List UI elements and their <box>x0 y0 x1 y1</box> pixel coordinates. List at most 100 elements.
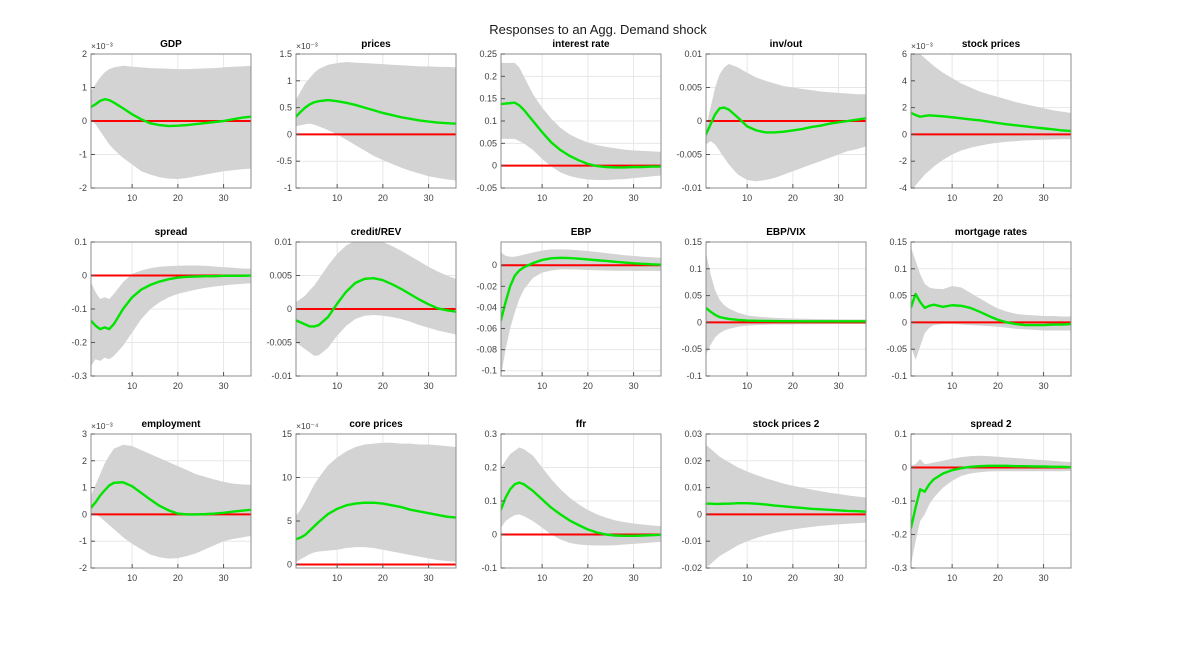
tick-marks <box>91 241 225 377</box>
subplot-title: credit/REV <box>351 227 402 238</box>
subplot-spread-2: 10 20 30 -0.3 -0.2 -0.1 0 0.1 spread 2 <box>891 419 1072 583</box>
subplot-ebp: 10 20 30 -0.1 -0.08 -0.06 -0.04 -0.02 0 EBP <box>476 227 662 391</box>
response-line <box>296 276 456 328</box>
confidence-band <box>911 247 1071 360</box>
svg-text:0: 0 <box>287 129 292 139</box>
tick-marks <box>911 53 1045 189</box>
subplot-stock-prices-2: 10 20 30 -0.02 -0.01 0 0.01 0.02 0.03 stock price… <box>681 419 867 583</box>
tick-marks <box>501 53 635 189</box>
axis-exponent-label: ×10⁻³ <box>91 41 113 51</box>
subplot-gdp: 10 20 30 -2 -1 0 1 2 GDP ×10⁻³ <box>79 39 252 203</box>
svg-text:0: 0 <box>82 116 87 126</box>
svg-text:30: 30 <box>424 381 434 391</box>
svg-text:30: 30 <box>219 381 229 391</box>
response-line <box>91 481 251 516</box>
svg-text:0.1: 0.1 <box>74 237 87 247</box>
svg-text:20: 20 <box>173 573 183 583</box>
tick-labels: 10 20 30 -0.3 -0.2 -0.1 0 0.1 <box>891 429 1048 583</box>
svg-text:-0.06: -0.06 <box>476 324 497 334</box>
subplot-core-prices: 10 20 30 0 5 10 15 core prices ×10⁻⁴ <box>282 419 457 583</box>
svg-text:0.1: 0.1 <box>484 496 497 506</box>
svg-text:0.05: 0.05 <box>889 291 907 301</box>
svg-text:0.1: 0.1 <box>894 264 907 274</box>
svg-text:2: 2 <box>902 103 907 113</box>
confidence-band <box>706 64 866 182</box>
subplot-title: employment <box>142 419 202 430</box>
svg-text:30: 30 <box>834 193 844 203</box>
tick-marks <box>296 53 430 189</box>
tick-labels: 10 20 30 -0.3 -0.2 -0.1 0 0.1 <box>71 237 228 391</box>
svg-text:20: 20 <box>993 381 1003 391</box>
svg-text:30: 30 <box>834 381 844 391</box>
svg-text:20: 20 <box>583 381 593 391</box>
svg-text:0.2: 0.2 <box>484 71 497 81</box>
tick-labels: 10 20 30 -0.1 -0.08 -0.06 -0.04 -0.02 0 <box>476 260 638 391</box>
svg-text:0.01: 0.01 <box>684 49 702 59</box>
svg-text:0.03: 0.03 <box>684 429 702 439</box>
svg-text:0: 0 <box>902 317 907 327</box>
svg-text:20: 20 <box>378 573 388 583</box>
plot-background <box>706 242 866 376</box>
svg-text:30: 30 <box>834 573 844 583</box>
svg-text:-0.05: -0.05 <box>681 344 702 354</box>
svg-text:-0.02: -0.02 <box>476 281 497 291</box>
svg-text:30: 30 <box>219 573 229 583</box>
svg-text:-0.01: -0.01 <box>271 371 292 381</box>
svg-text:10: 10 <box>332 573 342 583</box>
svg-text:-0.1: -0.1 <box>686 371 702 381</box>
svg-text:0: 0 <box>697 317 702 327</box>
subplot-employment: 10 20 30 -2 -1 0 1 2 3 employment ×10⁻³ <box>79 419 252 583</box>
tick-marks <box>91 53 225 189</box>
svg-text:0: 0 <box>492 161 497 171</box>
svg-text:10: 10 <box>282 473 292 483</box>
figure-title: Responses to an Agg. Demand shock <box>489 22 707 37</box>
subplot-title: mortgage rates <box>955 227 1028 238</box>
svg-text:0.25: 0.25 <box>479 49 497 59</box>
svg-text:30: 30 <box>629 573 639 583</box>
axis-exponent-label: ×10⁻⁴ <box>296 421 319 431</box>
svg-text:10: 10 <box>947 573 957 583</box>
svg-text:-2: -2 <box>79 563 87 573</box>
axis-box <box>295 53 457 189</box>
subplot-title: prices <box>361 39 391 50</box>
tick-marks <box>296 241 430 377</box>
svg-text:30: 30 <box>629 381 639 391</box>
response-line <box>296 98 456 125</box>
svg-text:-0.02: -0.02 <box>681 563 702 573</box>
svg-text:10: 10 <box>127 193 137 203</box>
svg-text:1.5: 1.5 <box>279 49 292 59</box>
subplot-title: spread <box>155 227 188 238</box>
confidence-band <box>91 265 251 366</box>
subplot-credit-rev: 10 20 30 -0.01 -0.005 0 0.005 0.01 credit/REV <box>266 227 457 391</box>
svg-text:-1: -1 <box>79 150 87 160</box>
svg-text:10: 10 <box>332 193 342 203</box>
svg-text:-2: -2 <box>899 156 907 166</box>
subplot-title: stock prices 2 <box>753 419 820 430</box>
confidence-band <box>501 447 661 546</box>
svg-text:10: 10 <box>742 381 752 391</box>
subplot-interest-rate: 10 20 30 -0.05 0 0.05 0.1 0.15 0.2 0.25 interest r… <box>476 39 662 203</box>
subplot-title: EBP <box>571 227 592 238</box>
svg-text:10: 10 <box>332 381 342 391</box>
axis-box <box>910 241 1072 377</box>
tick-labels: 10 20 30 -0.01 -0.005 0 0.005 0.01 <box>266 237 433 391</box>
tick-labels: 10 20 30 -0.1 0 0.1 0.2 0.3 <box>481 429 638 583</box>
svg-text:20: 20 <box>993 193 1003 203</box>
svg-text:0.5: 0.5 <box>279 103 292 113</box>
svg-text:-0.1: -0.1 <box>891 371 907 381</box>
response-line <box>501 101 661 169</box>
response-line <box>911 464 1071 529</box>
svg-text:-0.1: -0.1 <box>481 563 497 573</box>
svg-text:0: 0 <box>902 129 907 139</box>
svg-text:3: 3 <box>82 429 87 439</box>
svg-text:30: 30 <box>629 193 639 203</box>
svg-text:-4: -4 <box>899 183 907 193</box>
tick-marks <box>706 53 840 189</box>
response-line <box>706 501 866 513</box>
tick-labels: 10 20 30 -2 -1 0 1 2 <box>79 49 229 203</box>
svg-text:-0.2: -0.2 <box>71 338 87 348</box>
svg-text:20: 20 <box>788 381 798 391</box>
svg-text:-0.08: -0.08 <box>476 345 497 355</box>
svg-text:20: 20 <box>378 193 388 203</box>
svg-text:0: 0 <box>697 509 702 519</box>
